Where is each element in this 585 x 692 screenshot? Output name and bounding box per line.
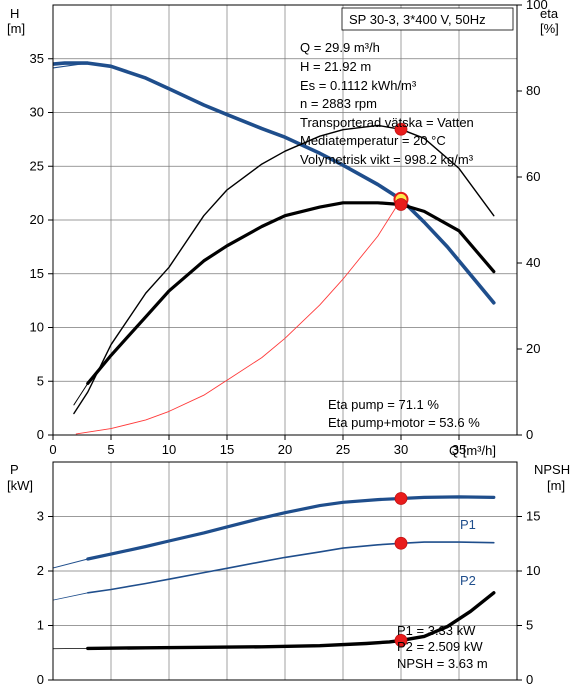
info-line: Transporterad vätska = Vatten: [300, 115, 474, 130]
left-tick-label: 0: [37, 427, 44, 442]
left-tick-label: 5: [37, 373, 44, 388]
series-line: [73, 382, 89, 406]
curve-group: [53, 61, 496, 435]
eta-axis-label: eta: [540, 6, 559, 21]
left-tick-label: 15: [30, 266, 44, 281]
bottom-grid: [53, 462, 517, 680]
right-tick-label: 60: [526, 169, 540, 184]
top-grid: [53, 5, 517, 435]
power-info: P1 = 3.33 kW P2 = 2.509 kW NPSH = 3.63 m: [397, 623, 488, 671]
info-line: NPSH = 3.63 m: [397, 656, 488, 671]
p-axis-unit: [kW]: [7, 478, 33, 493]
right-tick-label: 0: [526, 427, 533, 442]
npsh-axis-unit: [m]: [547, 478, 565, 493]
h-axis-unit: [m]: [7, 21, 25, 36]
p-axis-label: P: [10, 462, 19, 477]
eta-pump-motor-text: Eta pump+motor = 53.6 %: [328, 415, 480, 430]
x-tick-label: 25: [336, 442, 350, 457]
x-tick-label: 15: [220, 442, 234, 457]
operating-point-info: Q = 29.9 m³/h H = 21.92 m Es = 0.1112 kW…: [300, 40, 474, 167]
operating-point-marker: [394, 122, 408, 136]
eta-pump-text: Eta pump = 71.1 %: [328, 397, 439, 412]
right-tick-label: 15: [526, 509, 540, 524]
operating-point-marker: [394, 198, 408, 211]
top-left-axis-label: H [m]: [7, 6, 25, 36]
left-tick-label: 1: [37, 618, 44, 633]
left-tick-label: 35: [30, 51, 44, 66]
info-line: P2 = 2.509 kW: [397, 639, 483, 654]
x-tick-label: 35: [452, 442, 466, 457]
operating-point-marker: [394, 492, 408, 505]
series-line: [73, 124, 495, 415]
left-tick-label: 30: [30, 105, 44, 120]
npsh-axis-label: NPSH: [534, 462, 570, 477]
p1-series-label: P1: [460, 517, 476, 532]
series-line: [86, 591, 496, 651]
series-line: [86, 495, 496, 561]
series-line: [53, 62, 89, 69]
info-line: H = 21.92 m: [300, 59, 371, 74]
series-line: [53, 61, 496, 305]
left-tick-label: 2: [37, 563, 44, 578]
right-tick-label: 5: [526, 618, 533, 633]
series-line: [87, 541, 495, 594]
right-tick-label: 80: [526, 83, 540, 98]
left-tick-label: 25: [30, 158, 44, 173]
left-tick-label: 20: [30, 212, 44, 227]
curve-group: [53, 495, 496, 651]
right-tick-label: 0: [526, 672, 533, 687]
x-tick-label: 5: [107, 442, 114, 457]
top-curves: [53, 61, 496, 435]
series-line: [53, 592, 89, 601]
right-tick-label: 40: [526, 255, 540, 270]
chart-title: SP 30-3, 3*400 V, 50Hz: [349, 12, 486, 27]
x-tick-label: 0: [49, 442, 56, 457]
series-line: [53, 558, 89, 569]
right-tick-label: 100: [526, 0, 548, 12]
info-line: P1 = 3.33 kW: [397, 623, 476, 638]
left-tick-label: 10: [30, 320, 44, 335]
right-tick-label: 10: [526, 563, 540, 578]
top-right-axis-label: eta [%]: [540, 6, 559, 36]
eta-axis-unit: [%]: [540, 21, 559, 36]
left-tick-label: 0: [37, 672, 44, 687]
top-ticks: 0 5 10 15 20 25 30 35 0 20 40 60 80 100 0 5 10 15 20 25 30 35: [30, 0, 548, 457]
p2-series-label: P2: [460, 573, 476, 588]
operating-point-marker: [394, 634, 408, 647]
left-tick-label: 3: [37, 509, 44, 524]
info-line: Volymetrisk vikt = 998.2 kg/m³: [300, 152, 474, 167]
q-axis-label: Q [m³/h]: [449, 443, 496, 458]
series-line: [75, 198, 402, 435]
bottom-right-axis-label: NPSH [m]: [534, 462, 570, 493]
series-line: [86, 201, 496, 385]
right-tick-label: 20: [526, 341, 540, 356]
info-line: Es = 0.1112 kWh/m³: [300, 78, 417, 93]
bottom-left-axis-label: P [kW]: [7, 462, 33, 493]
h-axis-label: H: [10, 6, 19, 21]
x-tick-label: 10: [162, 442, 176, 457]
info-line: n = 2883 rpm: [300, 96, 377, 111]
title-box: [341, 7, 514, 31]
operating-point-marker: [394, 536, 408, 550]
bottom-curves: [53, 492, 496, 651]
x-tick-label: 30: [394, 442, 408, 457]
x-tick-label: 20: [278, 442, 292, 457]
efficiency-info: Eta pump = 71.1 % Eta pump+motor = 53.6 …: [328, 397, 480, 430]
bottom-ticks: 0 1 2 3 0 5 10 15: [37, 509, 541, 688]
series-line: [53, 648, 89, 650]
info-line: Mediatemperatur = 20 °C: [300, 133, 446, 148]
info-line: Q = 29.9 m³/h: [300, 40, 380, 55]
